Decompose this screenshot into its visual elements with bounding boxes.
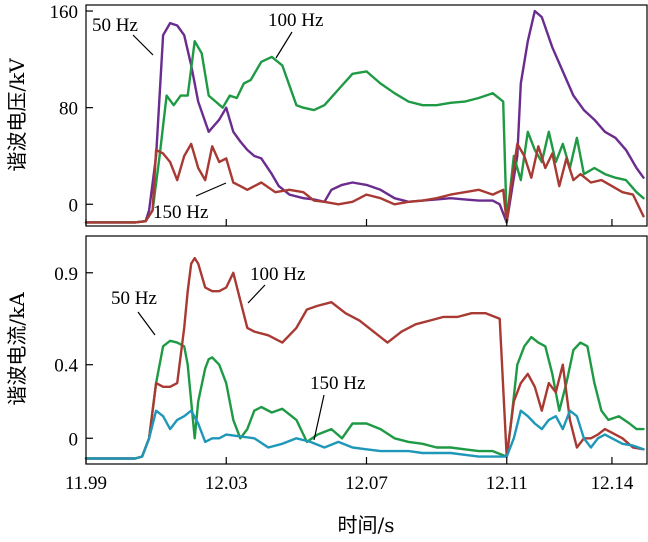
current-annotation-150hz-leader — [313, 394, 325, 441]
current-panel: 谐波电流/kA 0 0.4 0.9 11.99 12.03 12.07 12.11 12.14… — [5, 235, 648, 537]
current-xtick-label: 12.14 — [591, 473, 634, 494]
current-annotation-150hz-label: 150 Hz — [310, 373, 365, 394]
current-ytick-label: 0 — [69, 429, 79, 450]
current-series-group — [84, 256, 645, 460]
voltage-ytick-label: 80 — [59, 99, 78, 120]
current-xtick-label: 12.11 — [486, 473, 528, 494]
voltage-annotation-50hz-label: 50 Hz — [92, 15, 138, 36]
voltage-series-50hz-line — [84, 9, 645, 224]
voltage-ytick-label: 160 — [50, 2, 79, 23]
voltage-annotation-150hz-leader — [195, 182, 227, 197]
current-series-100hz-line — [84, 256, 645, 460]
current-annotation-100hz: 100 Hz — [247, 264, 305, 304]
current-xtick-label: 11.99 — [65, 473, 107, 494]
current-annotation-150hz: 150 Hz — [310, 373, 365, 441]
current-series-50hz-line — [84, 335, 645, 460]
x-axis-label: 时间/s — [337, 513, 394, 537]
voltage-annotation-50hz-leader — [132, 34, 154, 56]
current-annotation-50hz-label: 50 Hz — [111, 288, 157, 309]
current-annotation-100hz-label: 100 Hz — [250, 264, 305, 285]
voltage-series-group — [84, 9, 645, 224]
voltage-annotation-150hz-label: 150 Hz — [153, 202, 208, 223]
current-series-150hz-line — [84, 409, 645, 460]
current-annotation-100hz-leader — [247, 284, 266, 304]
voltage-panel: 谐波电压/kV 0 80 160 50 Hz 100 Hz 150 Hz — [5, 2, 648, 227]
voltage-annotation-100hz-leader — [275, 31, 293, 59]
current-ytick-label: 0.9 — [54, 264, 78, 285]
current-y-axis-label: 谐波电流/kA — [5, 292, 29, 406]
current-annotation-50hz: 50 Hz — [111, 288, 157, 336]
voltage-annotation-100hz: 100 Hz — [268, 10, 323, 59]
current-annotation-50hz-leader — [137, 311, 156, 336]
current-xtick-label: 12.03 — [205, 473, 248, 494]
voltage-ticks: 0 80 160 — [50, 2, 613, 226]
voltage-annotation-100hz-label: 100 Hz — [268, 10, 323, 31]
voltage-series-150hz-line — [84, 142, 645, 224]
current-xtick-label: 12.07 — [345, 473, 388, 494]
current-ticks: 0 0.4 0.9 11.99 12.03 12.07 12.11 12.14 — [54, 264, 634, 494]
voltage-series-100hz-line — [84, 40, 645, 224]
voltage-y-axis-label: 谐波电压/kV — [5, 58, 29, 172]
current-ytick-label: 0.4 — [54, 356, 78, 377]
voltage-annotation-50hz: 50 Hz — [92, 15, 154, 56]
voltage-annotation-150hz: 150 Hz — [153, 182, 227, 223]
voltage-plot-frame — [85, 4, 648, 227]
voltage-ytick-label: 0 — [69, 195, 79, 216]
